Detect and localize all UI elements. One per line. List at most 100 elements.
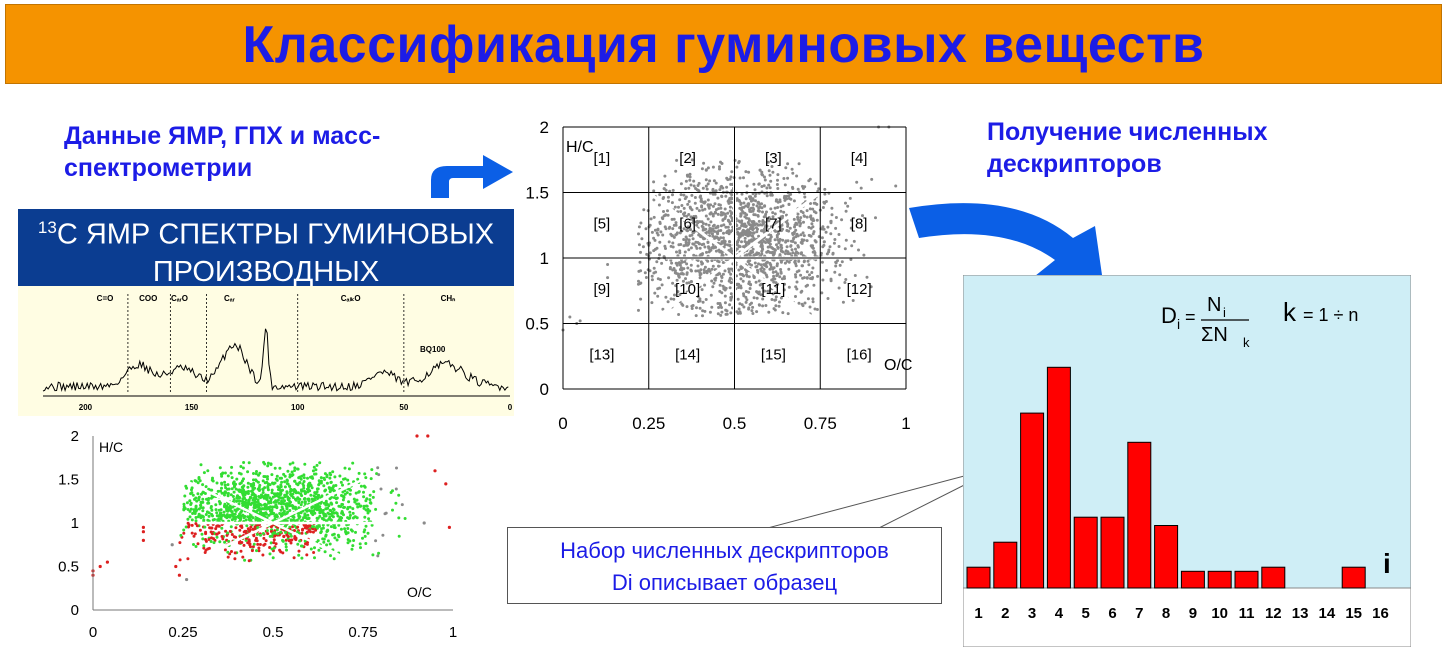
scatter-point <box>679 193 683 197</box>
scatter-point <box>787 267 791 271</box>
scatter-point <box>824 200 828 203</box>
scatter-point <box>231 495 235 498</box>
histogram-category-label: 7 <box>1135 605 1143 622</box>
scatter-point <box>786 176 790 180</box>
density-spoke <box>272 521 364 568</box>
scatter-point <box>800 302 804 306</box>
scatter-point <box>641 245 645 249</box>
scatter-point <box>255 539 259 543</box>
histogram-bar <box>1154 525 1179 589</box>
scatter-point <box>278 512 282 515</box>
scatter-point <box>711 165 715 169</box>
scatter-point <box>293 536 297 540</box>
scatter-point <box>241 501 244 505</box>
scatter-point <box>748 209 752 213</box>
scatter-point <box>754 226 758 230</box>
scatter-point <box>829 232 833 236</box>
scatter-point <box>300 494 304 498</box>
scatter-point <box>223 493 226 497</box>
formula-num: N <box>1207 294 1221 316</box>
scatter-point <box>645 252 649 256</box>
scatter-point <box>769 193 773 197</box>
scatter-point <box>333 475 337 479</box>
scatter-point <box>304 542 307 546</box>
scatter-point <box>730 216 734 220</box>
scatter-point <box>746 260 750 264</box>
scatter-point <box>230 510 234 514</box>
scatter-point <box>706 182 710 186</box>
scatter-point <box>799 216 803 220</box>
grid-cell-label: [14] <box>675 347 700 364</box>
scatter-point <box>185 501 189 505</box>
scatter-point <box>678 198 682 202</box>
scatter-point <box>687 241 691 244</box>
scatter-point <box>783 282 787 286</box>
scatter-point <box>751 247 755 251</box>
scatter-point <box>730 170 734 174</box>
scatter-point <box>321 537 325 541</box>
scatter-point <box>714 226 718 230</box>
scatter-point <box>351 461 355 465</box>
scatter-point <box>273 517 277 521</box>
big-ytick-label: 2 <box>540 118 549 137</box>
scatter-point <box>332 496 336 500</box>
scatter-point <box>743 230 746 233</box>
scatter-point <box>774 229 777 233</box>
scatter-point <box>397 493 401 497</box>
scatter-point <box>714 249 718 253</box>
scatter-point <box>810 222 814 226</box>
scatter-point <box>283 524 287 528</box>
scatter-point <box>232 535 236 539</box>
scatter-point <box>296 530 300 534</box>
scatter-point <box>742 201 746 205</box>
scatter-point <box>766 245 770 249</box>
scatter-point <box>275 515 279 519</box>
scatter-point <box>391 508 394 512</box>
scatter-point <box>229 471 233 475</box>
scatter-point <box>729 272 733 276</box>
scatter-point <box>761 286 764 290</box>
histogram-bar <box>966 566 991 589</box>
scatter-point <box>674 284 678 288</box>
scatter-point <box>711 212 715 216</box>
scatter-point <box>279 514 283 518</box>
scatter-point <box>331 470 335 474</box>
scatter-point <box>201 537 205 541</box>
scatter-point <box>729 298 733 302</box>
scatter-point <box>808 273 811 277</box>
scatter-point <box>343 489 347 493</box>
scatter-point <box>723 207 727 211</box>
scatter-point <box>762 263 766 267</box>
formula-range: = 1 ÷ n <box>1303 305 1358 325</box>
scatter-point <box>821 278 825 282</box>
scatter-point <box>306 490 310 494</box>
histogram-category-label: 4 <box>1055 605 1064 622</box>
scatter-point <box>287 539 291 543</box>
scatter-point <box>255 549 258 553</box>
scatter-point <box>192 543 195 546</box>
scatter-point <box>268 552 272 556</box>
scatter-point <box>771 170 775 174</box>
scatter-point <box>244 498 248 502</box>
scatter-point <box>775 183 779 186</box>
scatter-point <box>799 252 803 256</box>
scatter-point <box>352 539 356 542</box>
scatter-point <box>787 285 791 289</box>
scatter-point <box>765 210 768 214</box>
scatter-point <box>797 162 801 166</box>
scatter-point <box>326 539 330 543</box>
scatter-point <box>712 179 716 183</box>
scatter-point <box>851 299 855 302</box>
scatter-point <box>782 288 786 292</box>
van-krevelen-grid-chart: 00.511.52 0 0.25 0.5 0.75 1 [1] [2] [3] [4][5][… <box>525 118 912 433</box>
scatter-point <box>307 517 311 520</box>
scatter-point <box>184 484 188 488</box>
spectrum-trace <box>42 328 509 393</box>
scatter-point <box>699 260 703 264</box>
spectrum-tick-label: 200 <box>79 403 93 412</box>
scatter-point <box>774 295 778 299</box>
scatter-point <box>333 536 337 540</box>
scatter-point <box>426 434 430 438</box>
scatter-point <box>757 279 761 283</box>
scatter-point <box>247 461 251 465</box>
